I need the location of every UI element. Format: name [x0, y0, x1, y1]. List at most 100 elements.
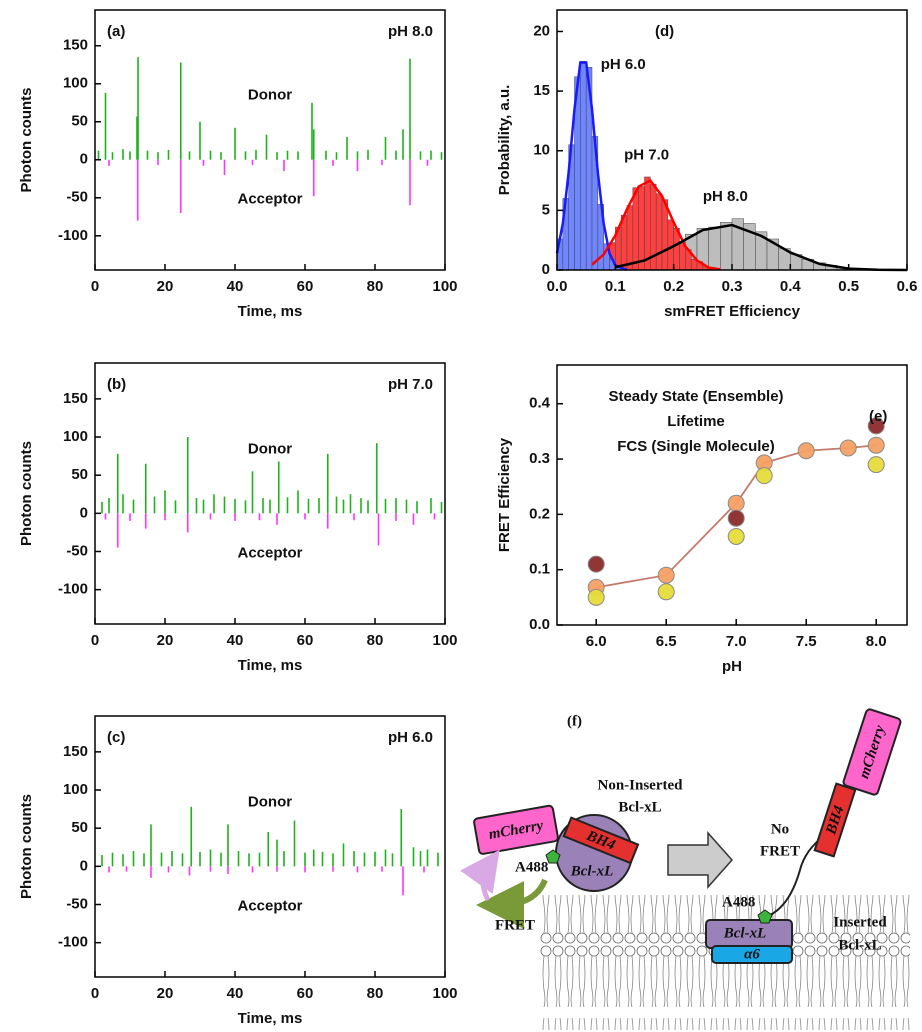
x-tick-label: 60	[297, 632, 314, 649]
y-tick-label: 0.1	[529, 561, 550, 578]
x-axis-label: Time, ms	[238, 303, 303, 320]
dye	[545, 849, 561, 864]
y-tick-label: 0.0	[529, 616, 550, 633]
plot-body	[101, 437, 443, 548]
legend-entry: Steady State (Ensemble)	[608, 388, 783, 405]
non-inserted-subtitle: Bcl-xL	[618, 799, 661, 815]
y-tick-label: 150	[63, 37, 88, 54]
y-tick-label: 100	[63, 75, 88, 92]
series-label: Donor	[248, 87, 292, 104]
x-tick-label: 60	[297, 278, 314, 295]
y-tick-label: -50	[66, 542, 88, 559]
point	[755, 467, 773, 485]
mcherry-box: mCherry	[842, 708, 902, 796]
x-tick-label: 0.1	[605, 278, 626, 295]
x-tick-label: 0.0	[547, 278, 568, 295]
series-label: Donor	[248, 793, 292, 810]
point	[587, 588, 605, 606]
transition-arrow	[667, 831, 734, 889]
point	[867, 417, 885, 435]
no-fret-label: FRET	[760, 843, 800, 859]
y-tick-label: 150	[63, 743, 88, 760]
point	[867, 436, 885, 454]
point	[657, 583, 675, 601]
series-label: Acceptor	[237, 544, 302, 561]
panel-label: (a)	[107, 23, 125, 40]
y-axis-label: FRET Efficiency	[496, 437, 513, 552]
series-label: Donor	[248, 440, 292, 457]
plot-body	[555, 61, 908, 272]
histogram-bar	[720, 222, 733, 271]
x-tick-label: 6.0	[586, 633, 607, 650]
inserted-title: Inserted	[833, 914, 887, 930]
fit-curve	[615, 223, 908, 272]
x-tick-label: 40	[227, 632, 244, 649]
histogram-bar	[708, 226, 721, 271]
no-fret-label: No	[771, 821, 789, 837]
y-tick-label: -100	[58, 581, 88, 598]
mcherry-box: mCherry	[473, 804, 559, 855]
point	[587, 555, 605, 573]
y-tick-label: 5	[542, 201, 550, 218]
x-tick-label: 8.0	[866, 633, 887, 650]
non-inserted-title: Non-Inserted	[598, 777, 684, 793]
x-tick-label: 20	[157, 632, 174, 649]
diagram: (f) Non-Inserted Bcl-xL Bcl-xL mCherry B…	[460, 708, 910, 1030]
y-tick-label: 50	[71, 466, 88, 483]
y-tick-label: 15	[533, 82, 550, 99]
plot-frame	[94, 362, 446, 625]
dye-label: A488	[722, 894, 755, 910]
point	[657, 566, 675, 584]
x-axis-label: Time, ms	[238, 657, 303, 674]
point	[727, 494, 745, 512]
panel-annotation: pH 6.0	[388, 729, 433, 746]
series-label: pH 8.0	[703, 188, 748, 205]
x-tick-label: 80	[367, 278, 384, 295]
inserted-subtitle: Bcl-xL	[838, 937, 881, 953]
histogram-bar	[679, 243, 686, 271]
x-axis-label: Time, ms	[238, 1010, 303, 1027]
point	[797, 442, 815, 460]
x-tick-label: 0.4	[780, 278, 802, 295]
plot-body	[101, 806, 439, 896]
panel-label: (f)	[567, 713, 582, 729]
x-tick-label: 100	[432, 632, 457, 649]
x-tick-label: 0.3	[722, 278, 743, 295]
x-tick-label: 20	[157, 278, 174, 295]
point	[727, 509, 745, 527]
x-tick-label: 20	[157, 985, 174, 1002]
plot-frame	[94, 715, 446, 978]
dye	[757, 909, 773, 924]
protein-label: Bcl-xL	[570, 863, 614, 879]
y-tick-label: 0.4	[529, 395, 551, 412]
protein-label: Bcl-xL	[723, 925, 767, 941]
panel: 0 20 40 60 80 100 -100 -50 0 50 100 150 Time, ms Phot…	[18, 9, 458, 320]
y-tick-label: -100	[58, 934, 88, 951]
x-tick-label: 7.0	[726, 633, 747, 650]
histogram-bar	[632, 187, 639, 271]
histogram-bar	[638, 186, 645, 271]
panel: 0 20 40 60 80 100 -100 -50 0 50 100 150 Time, ms Phot…	[18, 362, 458, 674]
x-tick-label: 40	[227, 985, 244, 1002]
linker	[769, 834, 826, 916]
x-tick-label: 100	[432, 985, 457, 1002]
x-tick-label: 0.5	[838, 278, 859, 295]
x-tick-label: 100	[432, 278, 457, 295]
y-tick-label: -50	[66, 189, 88, 206]
x-tick-label: 0	[91, 278, 99, 295]
panel: 0.0 0.1 0.2 0.3 0.4 0.5 0.6 0 5 10 15 20 smFRET Effi…	[496, 9, 917, 320]
helix-label: α6	[744, 946, 760, 962]
panel: 0 20 40 60 80 100 -100 -50 0 50 100 150 Time, ms Phot…	[18, 715, 458, 1027]
x-axis-label: smFRET Efficiency	[664, 303, 801, 320]
dye-label: A488	[515, 859, 548, 875]
y-tick-label: 150	[63, 390, 88, 407]
y-tick-label: 100	[63, 781, 88, 798]
y-axis-label: Probability, a.u.	[496, 85, 513, 196]
y-tick-label: 10	[533, 142, 550, 159]
y-tick-label: 20	[533, 22, 550, 39]
histogram-bar	[655, 193, 663, 271]
fret-arrow	[460, 849, 500, 902]
x-tick-label: 0	[91, 985, 99, 1002]
x-tick-label: 60	[297, 985, 314, 1002]
y-axis-label: Photon counts	[18, 441, 35, 546]
